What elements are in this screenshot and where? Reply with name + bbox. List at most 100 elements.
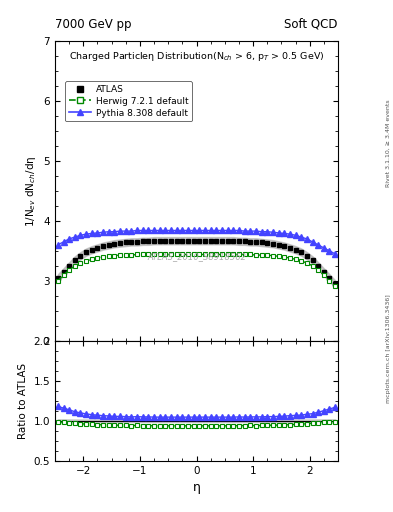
Herwig 7.2.1 default xyxy=(203,251,208,258)
Herwig 7.2.1 default xyxy=(225,251,230,258)
ATLAS xyxy=(146,238,151,244)
Pythia 8.308 default xyxy=(276,230,281,236)
Herwig 7.2.1 default xyxy=(321,272,326,278)
Pythia 8.308 default xyxy=(78,232,83,239)
ATLAS xyxy=(84,249,88,255)
Pythia 8.308 default xyxy=(214,227,219,233)
Pythia 8.308 default xyxy=(259,229,264,235)
Herwig 7.2.1 default xyxy=(305,260,309,266)
ATLAS xyxy=(169,238,173,244)
ATLAS xyxy=(101,243,105,249)
ATLAS xyxy=(135,239,140,245)
Pythia 8.308 default xyxy=(163,227,168,233)
Pythia 8.308 default xyxy=(225,227,230,233)
Pythia 8.308 default xyxy=(90,230,94,237)
Herwig 7.2.1 default xyxy=(185,251,190,258)
Herwig 7.2.1 default xyxy=(67,267,72,273)
ATLAS xyxy=(231,238,236,244)
ATLAS xyxy=(242,238,247,244)
Herwig 7.2.1 default xyxy=(237,251,241,258)
ATLAS xyxy=(163,238,168,244)
Herwig 7.2.1 default xyxy=(146,251,151,258)
Text: Soft QCD: Soft QCD xyxy=(285,18,338,31)
Line: Herwig 7.2.1 default: Herwig 7.2.1 default xyxy=(55,252,338,288)
ATLAS xyxy=(310,257,315,263)
Line: ATLAS: ATLAS xyxy=(55,238,338,286)
Text: 7000 GeV pp: 7000 GeV pp xyxy=(55,18,132,31)
ATLAS xyxy=(140,238,145,244)
ATLAS xyxy=(112,241,117,247)
Pythia 8.308 default xyxy=(169,227,173,233)
Herwig 7.2.1 default xyxy=(72,263,77,269)
Pythia 8.308 default xyxy=(61,239,66,245)
ATLAS xyxy=(107,242,111,248)
Herwig 7.2.1 default xyxy=(112,252,117,259)
Herwig 7.2.1 default xyxy=(288,255,292,261)
Text: ATLAS_2010_S8918562: ATLAS_2010_S8918562 xyxy=(147,252,246,262)
ATLAS xyxy=(299,249,303,255)
Pythia 8.308 default xyxy=(321,245,326,251)
Herwig 7.2.1 default xyxy=(299,258,303,264)
Herwig 7.2.1 default xyxy=(253,252,258,258)
Herwig 7.2.1 default xyxy=(118,252,123,258)
Pythia 8.308 default xyxy=(67,236,72,242)
ATLAS xyxy=(174,238,179,244)
Herwig 7.2.1 default xyxy=(259,252,264,258)
Herwig 7.2.1 default xyxy=(55,278,60,284)
Pythia 8.308 default xyxy=(305,236,309,242)
Pythia 8.308 default xyxy=(299,234,303,240)
Herwig 7.2.1 default xyxy=(242,251,247,258)
ATLAS xyxy=(276,242,281,248)
Pythia 8.308 default xyxy=(248,228,253,234)
Herwig 7.2.1 default xyxy=(316,267,321,273)
Pythia 8.308 default xyxy=(288,231,292,237)
Pythia 8.308 default xyxy=(208,227,213,233)
ATLAS xyxy=(282,243,286,249)
Pythia 8.308 default xyxy=(174,227,179,233)
Pythia 8.308 default xyxy=(270,229,275,236)
ATLAS xyxy=(67,263,72,269)
ATLAS xyxy=(321,269,326,275)
ATLAS xyxy=(157,238,162,244)
ATLAS xyxy=(270,241,275,247)
ATLAS xyxy=(253,239,258,245)
Text: Rivet 3.1.10, ≥ 3.4M events: Rivet 3.1.10, ≥ 3.4M events xyxy=(386,99,391,187)
Pythia 8.308 default xyxy=(310,239,315,245)
ATLAS xyxy=(288,245,292,251)
Pythia 8.308 default xyxy=(265,229,270,235)
ATLAS xyxy=(265,240,270,246)
Herwig 7.2.1 default xyxy=(90,256,94,262)
ATLAS xyxy=(214,238,219,244)
Herwig 7.2.1 default xyxy=(135,251,140,258)
ATLAS xyxy=(55,275,60,281)
Y-axis label: Ratio to ATLAS: Ratio to ATLAS xyxy=(18,363,28,439)
Herwig 7.2.1 default xyxy=(174,251,179,258)
Pythia 8.308 default xyxy=(316,242,321,248)
ATLAS xyxy=(327,275,332,281)
Pythia 8.308 default xyxy=(152,227,156,233)
Herwig 7.2.1 default xyxy=(310,263,315,269)
Pythia 8.308 default xyxy=(84,231,88,237)
Pythia 8.308 default xyxy=(135,227,140,233)
Pythia 8.308 default xyxy=(101,229,105,236)
Pythia 8.308 default xyxy=(123,228,128,234)
ATLAS xyxy=(180,238,185,244)
Text: Charged Particleη Distribution(N$_{ch}$ > 6, p$_T$ > 0.5 GeV): Charged Particleη Distribution(N$_{ch}$ … xyxy=(69,50,324,63)
ATLAS xyxy=(152,238,156,244)
Herwig 7.2.1 default xyxy=(220,251,224,258)
Herwig 7.2.1 default xyxy=(95,255,100,261)
X-axis label: η: η xyxy=(193,481,200,494)
ATLAS xyxy=(208,238,213,244)
Pythia 8.308 default xyxy=(197,227,202,233)
Pythia 8.308 default xyxy=(107,229,111,235)
ATLAS xyxy=(78,252,83,259)
Herwig 7.2.1 default xyxy=(265,252,270,258)
Herwig 7.2.1 default xyxy=(214,251,219,258)
Herwig 7.2.1 default xyxy=(191,251,196,258)
Pythia 8.308 default xyxy=(203,227,208,233)
Herwig 7.2.1 default xyxy=(276,253,281,260)
ATLAS xyxy=(316,263,321,269)
ATLAS xyxy=(95,245,100,251)
ATLAS xyxy=(333,281,338,287)
Herwig 7.2.1 default xyxy=(270,252,275,259)
